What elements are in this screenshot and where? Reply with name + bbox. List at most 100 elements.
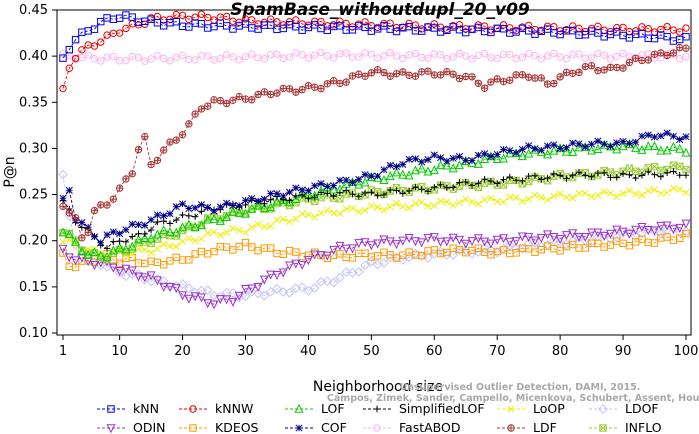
data-point bbox=[619, 49, 627, 58]
data-point bbox=[247, 284, 257, 294]
data-point bbox=[487, 152, 495, 161]
data-point bbox=[644, 56, 652, 64]
data-point bbox=[630, 231, 641, 242]
data-point bbox=[115, 184, 124, 192]
legend-item-odin: ODIN bbox=[97, 420, 166, 434]
y-tick-label: 0.45 bbox=[19, 3, 48, 18]
data-point bbox=[619, 170, 627, 177]
data-point bbox=[492, 153, 502, 163]
data-point bbox=[179, 211, 186, 219]
legend-marker bbox=[189, 424, 197, 432]
data-point bbox=[481, 175, 488, 183]
data-point bbox=[298, 51, 306, 59]
data-point bbox=[103, 31, 111, 39]
data-point bbox=[248, 223, 256, 231]
data-point bbox=[140, 232, 150, 242]
data-point bbox=[78, 46, 86, 54]
data-point bbox=[272, 283, 282, 294]
data-point bbox=[361, 23, 369, 32]
data-point bbox=[285, 218, 294, 226]
data-point bbox=[266, 270, 276, 280]
data-point bbox=[160, 212, 168, 220]
data-point bbox=[265, 286, 276, 297]
data-point bbox=[329, 77, 338, 85]
data-point bbox=[248, 50, 256, 58]
data-point bbox=[317, 209, 325, 217]
data-point bbox=[531, 172, 539, 179]
data-point bbox=[336, 17, 344, 25]
data-point bbox=[525, 142, 533, 150]
data-point bbox=[191, 213, 199, 220]
data-point bbox=[185, 23, 193, 31]
data-point bbox=[355, 53, 363, 61]
data-point bbox=[506, 193, 514, 201]
data-point bbox=[222, 50, 231, 59]
data-point bbox=[248, 16, 256, 24]
data-point bbox=[643, 226, 653, 236]
data-point bbox=[353, 267, 364, 277]
data-point bbox=[462, 157, 470, 165]
data-point bbox=[348, 254, 357, 262]
data-point bbox=[538, 176, 545, 183]
data-point bbox=[606, 189, 615, 198]
data-point bbox=[386, 49, 394, 57]
data-point bbox=[663, 22, 671, 31]
data-point bbox=[204, 229, 212, 237]
data-point bbox=[676, 28, 684, 36]
data-point bbox=[165, 283, 175, 293]
data-point bbox=[348, 179, 357, 187]
data-point bbox=[531, 51, 539, 60]
legend-item-simplifiedlof: SimplifiedLOF bbox=[363, 401, 485, 416]
data-point bbox=[310, 250, 320, 260]
data-point bbox=[404, 233, 414, 243]
data-point bbox=[229, 96, 237, 104]
data-point bbox=[605, 229, 615, 239]
data-point bbox=[330, 181, 338, 190]
data-point bbox=[336, 79, 344, 88]
data-point bbox=[235, 92, 243, 101]
data-point bbox=[556, 247, 564, 255]
data-point bbox=[651, 171, 658, 178]
data-point bbox=[386, 161, 394, 169]
legend-label: kNNW bbox=[215, 401, 253, 416]
data-point bbox=[650, 226, 660, 236]
data-point bbox=[285, 85, 294, 93]
data-point bbox=[399, 160, 407, 168]
data-point bbox=[462, 195, 470, 203]
data-point bbox=[550, 141, 558, 149]
data-point bbox=[191, 13, 199, 21]
data-point bbox=[638, 172, 646, 179]
x-tick-label: 90 bbox=[615, 344, 632, 359]
data-point bbox=[499, 198, 508, 206]
data-point bbox=[234, 207, 244, 217]
legend-label: KDEOS bbox=[215, 420, 259, 434]
data-point bbox=[147, 160, 155, 169]
data-point bbox=[655, 228, 666, 239]
data-point bbox=[410, 237, 420, 247]
data-point bbox=[266, 21, 275, 29]
data-point bbox=[600, 140, 608, 148]
series-line-lof bbox=[62, 143, 687, 258]
data-point bbox=[498, 153, 509, 163]
data-point bbox=[109, 228, 117, 236]
data-point bbox=[663, 169, 671, 177]
data-point bbox=[267, 222, 275, 230]
data-point bbox=[65, 186, 73, 194]
data-point bbox=[468, 157, 476, 165]
series-cof bbox=[59, 129, 690, 247]
data-point bbox=[185, 15, 193, 24]
data-point bbox=[600, 51, 608, 59]
data-point bbox=[259, 275, 269, 285]
data-point bbox=[473, 158, 483, 168]
data-point bbox=[443, 157, 451, 165]
data-point bbox=[480, 84, 489, 92]
data-point bbox=[537, 146, 545, 154]
data-point bbox=[241, 20, 250, 28]
data-point bbox=[323, 26, 332, 35]
data-point bbox=[644, 24, 652, 33]
data-point bbox=[393, 187, 400, 194]
data-point bbox=[625, 58, 634, 67]
data-point bbox=[323, 206, 331, 214]
data-point bbox=[204, 102, 212, 110]
y-tick-label: 0.20 bbox=[19, 234, 48, 249]
